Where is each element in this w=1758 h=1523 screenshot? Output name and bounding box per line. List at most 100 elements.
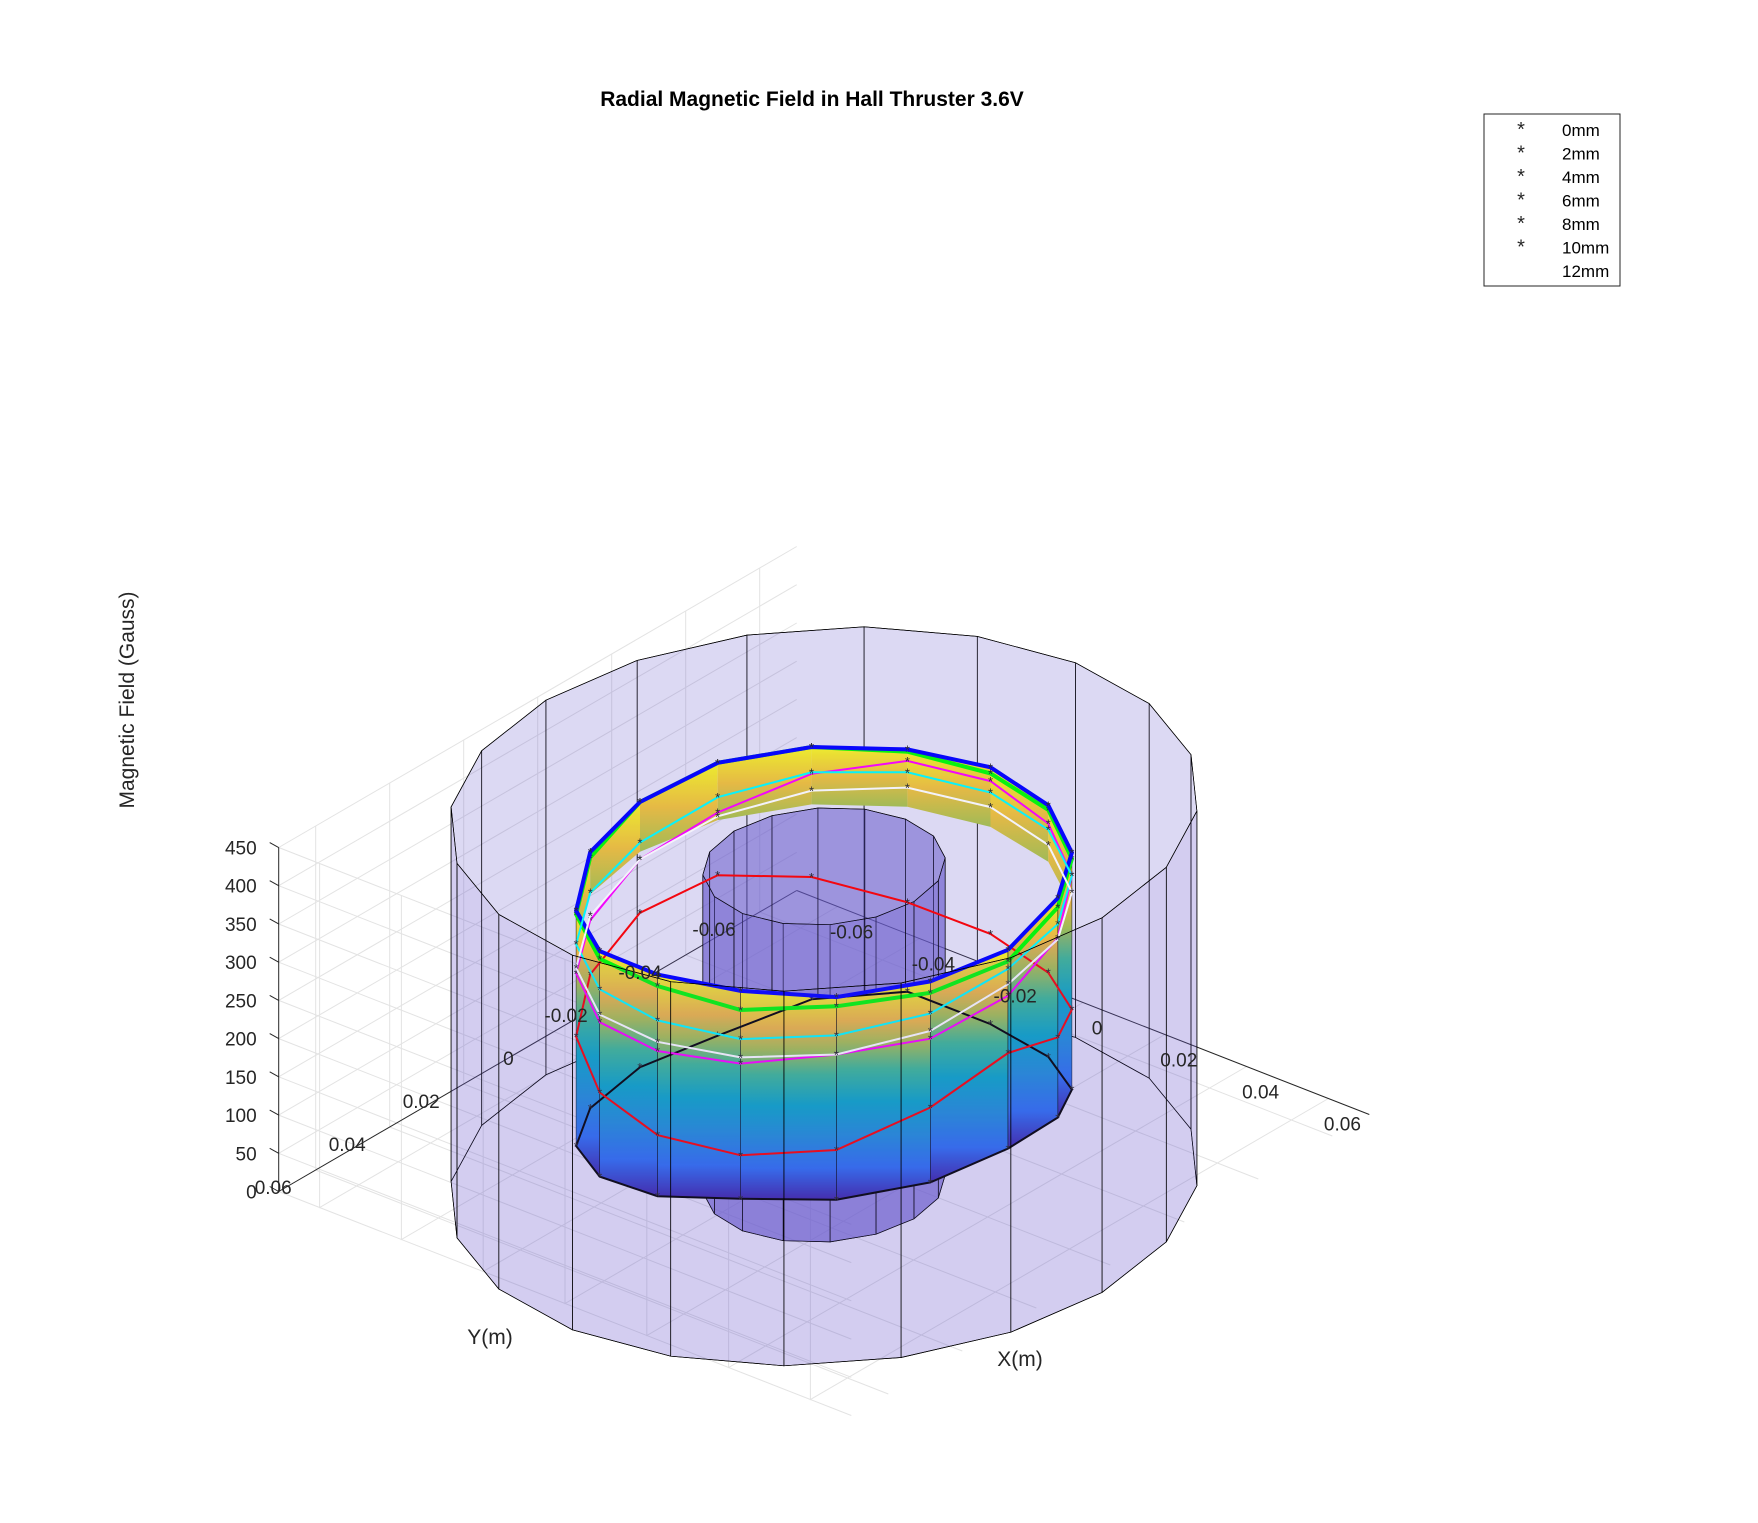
- grid: [278, 546, 1370, 1416]
- series-marker-10mm: *: [1055, 917, 1060, 932]
- series-marker-0mm: *: [809, 992, 814, 1007]
- series-marker-8mm: *: [905, 742, 910, 757]
- series-marker-12mm: *: [905, 781, 910, 796]
- legend-marker-10mm: *: [1517, 237, 1525, 259]
- series-marker-6mm: *: [1055, 900, 1060, 915]
- series-marker-10mm: *: [834, 1028, 839, 1043]
- series-marker-0mm: *: [905, 985, 910, 1000]
- z-tick: [269, 1147, 279, 1154]
- series-marker-8mm: *: [928, 974, 933, 989]
- series-marker-4mm: *: [574, 966, 579, 981]
- series-marker-0mm: *: [574, 1139, 579, 1154]
- z-tick-label: 400: [225, 877, 257, 898]
- series-marker-10mm: *: [1069, 869, 1074, 884]
- series-marker-12mm: *: [1069, 885, 1074, 900]
- series-marker-8mm: *: [809, 740, 814, 755]
- outer-wall-face: [1101, 866, 1167, 1294]
- z-tick-label: 300: [225, 953, 257, 974]
- z-tick: [269, 842, 279, 848]
- series-marker-12mm: *: [597, 1008, 602, 1023]
- series-line-12mm: [575, 786, 1073, 1059]
- z-tick-label: 0: [246, 1183, 257, 1204]
- outer-wall-face: [900, 957, 1012, 1358]
- series-marker-12mm: *: [1055, 932, 1060, 947]
- series-marker-12mm: *: [1006, 977, 1011, 992]
- series-marker-4mm: *: [597, 1015, 602, 1030]
- series-marker-8mm: *: [597, 944, 602, 959]
- series-marker-12mm: *: [637, 852, 642, 867]
- series-marker-6mm: *: [834, 999, 839, 1014]
- series-marker-2mm: *: [809, 870, 814, 885]
- z-tick-label: 100: [225, 1106, 257, 1127]
- y-tick-label: -0.06: [692, 920, 735, 941]
- series-marker-12mm: *: [834, 1047, 839, 1062]
- z-tick: [269, 1071, 279, 1078]
- z-tick: [269, 918, 279, 925]
- y-axis-line: [278, 890, 797, 1192]
- z-tick: [269, 1186, 279, 1192]
- y-tick-label: -0.02: [544, 1006, 587, 1027]
- surface-inner-face: [640, 762, 718, 852]
- legend-label-8mm: 8mm: [1562, 215, 1600, 234]
- series-marker-8mm: *: [637, 795, 642, 810]
- series-marker-10mm: *: [637, 836, 642, 851]
- series-marker-6mm: *: [738, 1003, 743, 1018]
- x-axis-line: [796, 890, 1370, 1115]
- series-marker-4mm: *: [715, 805, 720, 820]
- series-marker-12mm: *: [809, 784, 814, 799]
- series-marker-12mm: *: [588, 909, 593, 924]
- y-tick-label: -0.04: [618, 963, 662, 984]
- x-tick-label: 0.02: [1160, 1051, 1197, 1072]
- series-marker-8mm: *: [715, 756, 720, 771]
- series-marker-12mm: *: [988, 800, 993, 815]
- legend-box: [1483, 113, 1621, 287]
- series-marker-0mm: *: [738, 1192, 743, 1207]
- tick-labels: 0 50 100 150 200 250 300 350 400 450 -0.06 -0.04 -0.…: [225, 839, 1361, 1204]
- series-marker-4mm: *: [1046, 817, 1051, 832]
- series-marker-10mm: *: [655, 1013, 660, 1028]
- outer-wall-face: [1010, 917, 1103, 1333]
- x-tick-label: -0.02: [994, 987, 1037, 1008]
- chart-title: Radial Magnetic Field in Hall Thruster 3…: [600, 88, 1024, 111]
- series-marker-2mm: *: [834, 1143, 839, 1158]
- series-marker-0mm: *: [655, 1189, 660, 1204]
- series-marker-2mm: *: [988, 927, 993, 942]
- z-tick-label: 250: [225, 991, 257, 1012]
- series-marker-8mm: *: [588, 845, 593, 860]
- series-marker-4mm: *: [928, 1032, 933, 1047]
- series-marker-0mm: *: [597, 1170, 602, 1185]
- outer-wall-face: [450, 806, 458, 1238]
- z-tick-label: 200: [225, 1030, 257, 1051]
- series-line-8mm: [573, 744, 1075, 1000]
- series-marker-6mm: *: [905, 745, 910, 760]
- series-marker-0mm: *: [928, 1175, 933, 1190]
- legend-label-12mm: 12mm: [1562, 262, 1609, 281]
- series-marker-2mm: *: [597, 1086, 602, 1101]
- x-tick-label: 0.06: [1324, 1115, 1361, 1136]
- series-marker-0mm: *: [988, 1017, 993, 1032]
- series-marker-10mm: *: [809, 765, 814, 780]
- x-axis-label: X(m): [997, 1348, 1043, 1371]
- series-marker-12mm: *: [928, 1024, 933, 1039]
- series-line-10mm: [575, 771, 1073, 1041]
- series-marker-10mm: *: [1006, 962, 1011, 977]
- series-marker-4mm: *: [588, 913, 593, 928]
- series-marker-8mm: *: [1006, 943, 1011, 958]
- y-tick-label: 0: [503, 1049, 514, 1070]
- series-marker-10mm: *: [574, 937, 579, 952]
- x-tick-label: 0.04: [1242, 1083, 1279, 1104]
- series-marker-0mm: *: [1006, 1142, 1011, 1157]
- y-tick-label: 0.04: [329, 1135, 366, 1156]
- series-marker-12mm: *: [1046, 838, 1051, 853]
- legend-label-10mm: 10mm: [1562, 239, 1609, 258]
- series-marker-0mm: *: [715, 1029, 720, 1044]
- z-tick-label: 450: [225, 839, 257, 860]
- series-lines: ************************** **************…: [574, 740, 1075, 1208]
- series-marker-8mm: *: [834, 990, 839, 1005]
- series-marker-6mm: *: [1006, 954, 1011, 969]
- y-tick-label: 0.06: [255, 1178, 292, 1199]
- series-marker-2mm: *: [1055, 1030, 1060, 1045]
- series-marker-10mm: *: [1046, 823, 1051, 838]
